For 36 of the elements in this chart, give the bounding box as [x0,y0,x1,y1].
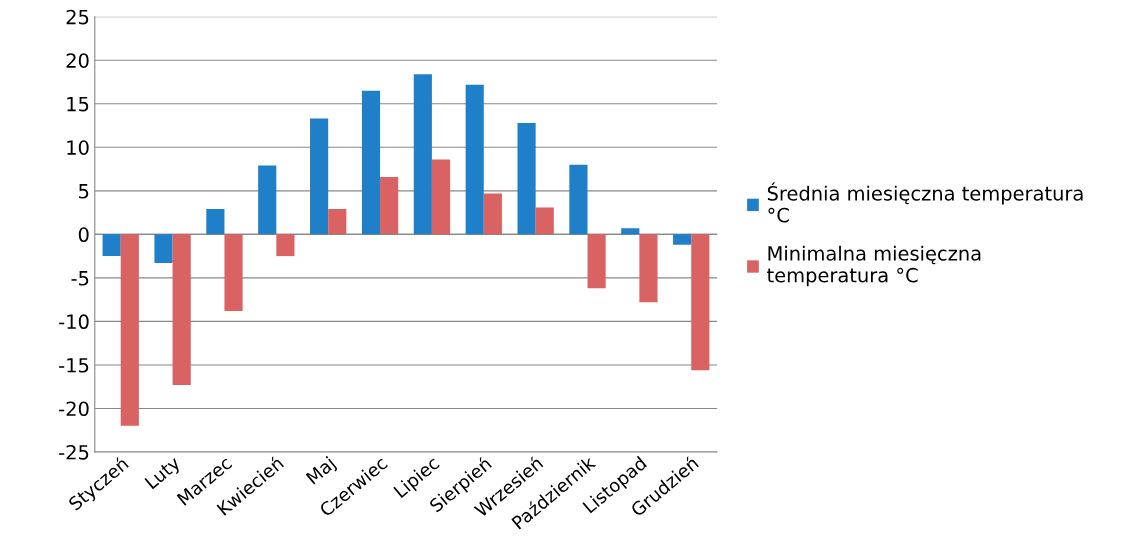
bar [639,234,658,303]
bar [691,234,710,371]
bar [483,193,502,235]
y-tick-label: 0 [78,227,89,243]
legend-label: Średnia miesięczna temperatura °C [767,182,1083,223]
bar [569,164,588,235]
y-tick-label: 10 [67,140,89,155]
y-tick-label: -20 [59,401,89,417]
bar [361,90,381,235]
bar [621,228,640,235]
legend-label: Minimalna miesięczna temperatura °C [767,245,981,287]
bar [258,165,277,235]
bar [465,84,484,235]
bar [431,159,451,235]
y-tick-label: -15 [59,358,89,373]
y-tick-label: -10 [59,314,89,330]
bar [587,234,606,289]
bar [413,74,432,235]
bar [328,209,347,235]
bar [535,207,554,235]
y-tick-label: 20 [66,53,89,68]
y-tick-label: 15 [67,97,89,112]
bar [517,122,536,235]
bar [224,234,243,311]
y-tick-label: 25 [66,9,89,25]
bar [206,209,225,235]
y-tick-label: -5 [71,271,89,286]
bar [673,234,692,245]
bar [102,234,121,257]
bar [154,234,173,264]
bar [120,234,139,426]
y-tick-label: 5 [79,184,89,199]
bar [172,234,191,385]
bar [380,176,399,235]
bar [276,234,295,257]
bar [310,118,329,235]
